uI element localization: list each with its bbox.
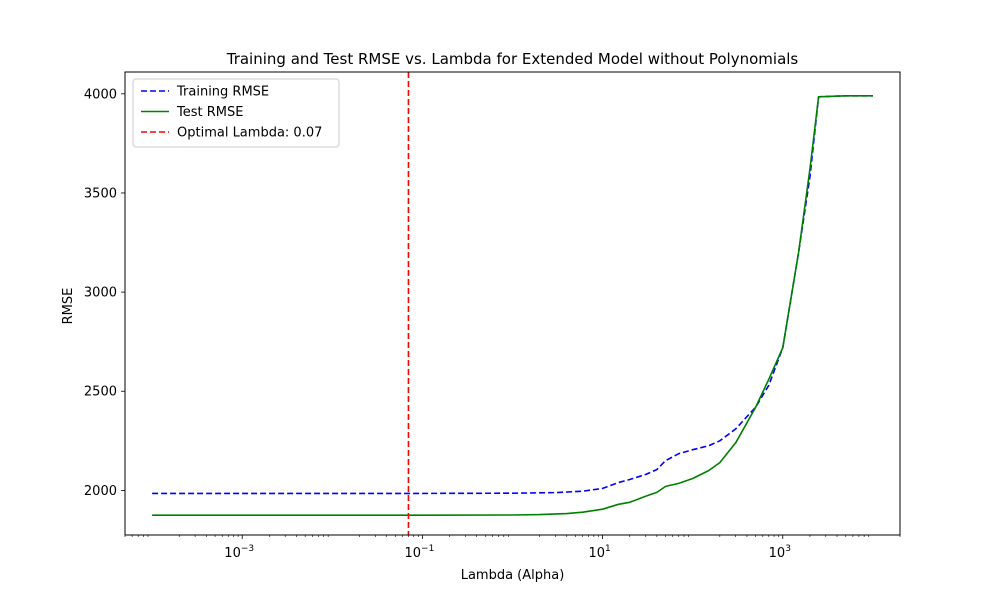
y-tick-label: 2500 xyxy=(84,385,117,400)
y-tick-label: 2000 xyxy=(84,484,117,499)
y-tick-label: 4000 xyxy=(84,87,117,102)
x-axis-label: Lambda (Alpha) xyxy=(461,568,565,583)
legend-label: Test RMSE xyxy=(176,105,243,120)
x-tick-label: 10−1 xyxy=(404,544,434,561)
chart-title: Training and Test RMSE vs. Lambda for Ex… xyxy=(226,50,799,68)
legend: Training RMSE Test RMSE Optimal Lambda: 0.… xyxy=(132,78,340,148)
x-axis: 10−3 10−1 101 103 xyxy=(124,535,901,561)
series-test-rmse-line xyxy=(152,95,873,517)
y-axis: 2000 2500 3000 3500 4000 xyxy=(84,87,125,499)
series-training-rmse-line xyxy=(152,95,873,495)
y-tick-label: 3500 xyxy=(84,186,117,201)
x-tick-label: 103 xyxy=(769,544,791,561)
x-tick-label: 10−3 xyxy=(224,544,254,561)
legend-label: Training RMSE xyxy=(176,85,269,100)
plot-area xyxy=(152,72,873,535)
y-tick-label: 3000 xyxy=(84,286,117,301)
legend-box xyxy=(132,78,340,148)
plot-frame xyxy=(124,71,901,536)
y-axis-label: RMSE xyxy=(61,288,76,325)
legend-label: Optimal Lambda: 0.07 xyxy=(177,126,322,141)
x-tick-label: 101 xyxy=(588,544,610,561)
